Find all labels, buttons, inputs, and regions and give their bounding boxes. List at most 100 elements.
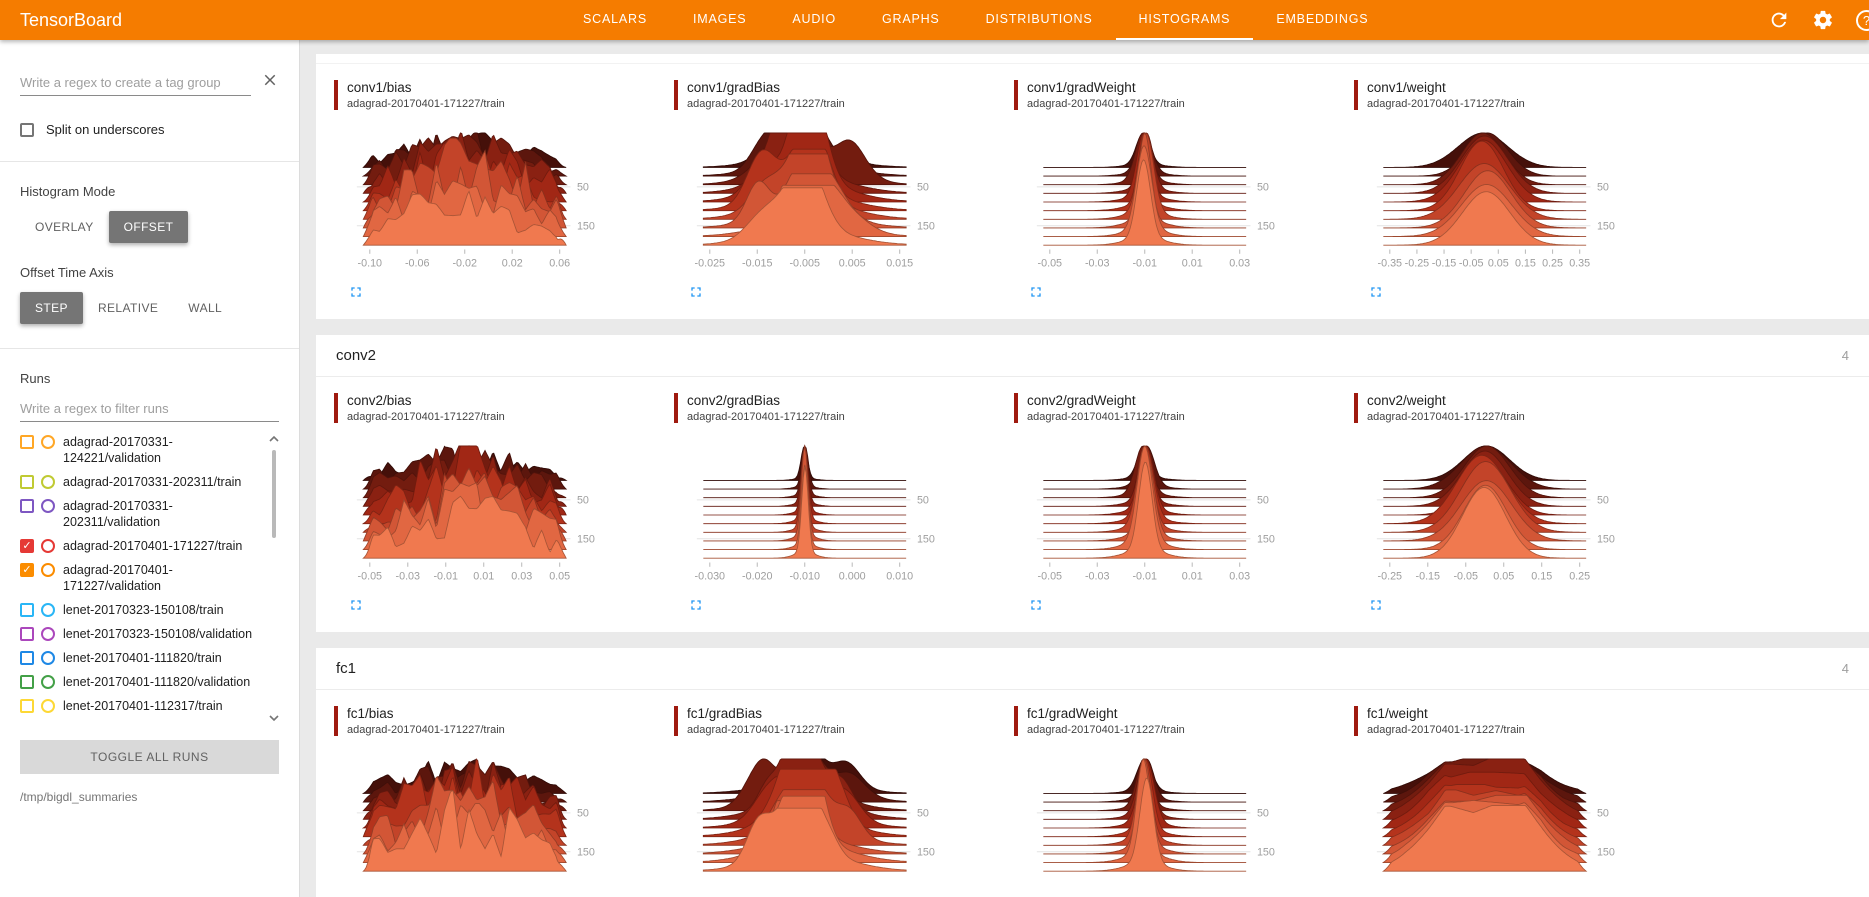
- run-color-radio[interactable]: [41, 651, 55, 665]
- expand-icon[interactable]: [688, 287, 704, 304]
- run-row[interactable]: lenet-20170401-111820/train: [20, 646, 261, 670]
- tab-embeddings[interactable]: EMBEDDINGS: [1276, 12, 1369, 26]
- run-checkbox[interactable]: ✓: [20, 539, 34, 553]
- x-tick-label: -0.05: [1038, 258, 1063, 270]
- run-checkbox[interactable]: [20, 627, 34, 641]
- card-title: conv1/gradBias: [687, 80, 781, 95]
- y-tick-label: 150: [577, 534, 595, 546]
- run-checkbox[interactable]: [20, 651, 34, 665]
- page-layout: Split on underscores Histogram Mode OVER…: [0, 40, 1869, 897]
- section-header[interactable]: fc1 4: [316, 648, 1869, 690]
- axis-relative-button[interactable]: RELATIVE: [83, 292, 173, 324]
- run-row[interactable]: lenet-20170323-150108/train: [20, 598, 261, 622]
- run-color-radio[interactable]: [41, 435, 55, 449]
- run-color-radio[interactable]: [41, 603, 55, 617]
- mode-overlay-button[interactable]: OVERLAY: [20, 211, 109, 243]
- offset-axis-label: Offset Time Axis: [20, 265, 114, 280]
- histogram-chart: 50 150: [696, 758, 935, 872]
- run-checkbox[interactable]: [20, 603, 34, 617]
- y-tick-label: 150: [917, 221, 935, 233]
- histogram-card: fc1/bias adagrad-20170401-171227/train 50 1…: [322, 702, 662, 897]
- card-header: conv2/gradWeight adagrad-20170401-171227/…: [1014, 393, 1334, 423]
- run-checkbox[interactable]: [20, 675, 34, 689]
- run-row[interactable]: ✓ adagrad-20170401-171227/validation: [20, 558, 261, 598]
- cards-row: fc1/bias adagrad-20170401-171227/train 50 1…: [316, 690, 1869, 897]
- section-title: conv2: [336, 347, 377, 364]
- expand-icon[interactable]: [688, 600, 704, 617]
- offset-axis-buttons: STEP RELATIVE WALL: [20, 292, 279, 324]
- runs-filter-input[interactable]: [20, 396, 279, 422]
- x-tick-label: -0.03: [1085, 258, 1110, 270]
- x-tick-label: 0.01: [1182, 258, 1203, 270]
- section-fc1: fc1 4 fc1/bias adagrad-20170401-171227/trai…: [316, 648, 1869, 897]
- run-row[interactable]: lenet-20170401-112317/train: [20, 694, 261, 718]
- clear-icon[interactable]: [261, 71, 279, 96]
- y-tick-label: 150: [1257, 847, 1275, 859]
- run-row[interactable]: ✓ adagrad-20170401-171227/train: [20, 534, 261, 558]
- mode-offset-button[interactable]: OFFSET: [108, 211, 189, 243]
- run-checkbox[interactable]: [20, 499, 34, 513]
- run-color-radio[interactable]: [41, 499, 55, 513]
- x-tick-label: 0.05: [549, 571, 570, 583]
- scroll-down-icon[interactable]: [267, 711, 279, 730]
- split-underscores-checkbox[interactable]: Split on underscores: [20, 122, 279, 137]
- y-tick-label: 150: [917, 534, 935, 546]
- app-header: TensorBoard SCALARS IMAGES AUDIO GRAPHS DIST…: [0, 0, 1869, 40]
- axis-wall-button[interactable]: WALL: [173, 292, 237, 324]
- y-tick-label: 50: [917, 808, 929, 820]
- run-color-radio[interactable]: [41, 475, 55, 489]
- card-accent-bar: [1014, 706, 1018, 736]
- expand-icon[interactable]: [348, 287, 364, 304]
- run-checkbox[interactable]: [20, 699, 34, 713]
- histogram-card: conv1/gradBias adagrad-20170401-171227/tr…: [662, 76, 1002, 305]
- run-label: lenet-20170401-112317/train: [63, 699, 223, 713]
- toggle-all-runs-button[interactable]: TOGGLE ALL RUNS: [20, 740, 279, 774]
- expand-icon[interactable]: [348, 600, 364, 617]
- run-checkbox[interactable]: ✓: [20, 563, 34, 577]
- card-run-name: adagrad-20170401-171227/train: [1027, 411, 1185, 423]
- scroll-up-icon[interactable]: [267, 432, 279, 451]
- x-tick-label: -0.35: [1378, 258, 1403, 270]
- run-color-radio[interactable]: [41, 539, 55, 553]
- runs-scrollbar[interactable]: [272, 450, 276, 538]
- tab-images[interactable]: IMAGES: [692, 12, 747, 26]
- tab-histograms[interactable]: HISTOGRAMS: [1115, 0, 1254, 40]
- card-header: conv1/gradWeight adagrad-20170401-171227/…: [1014, 80, 1334, 110]
- runs-list: adagrad-20170331-124221/validation adagra…: [20, 430, 279, 732]
- run-color-radio[interactable]: [41, 563, 55, 577]
- settings-icon[interactable]: [1812, 9, 1834, 31]
- expand-icon[interactable]: [1368, 600, 1384, 617]
- expand-icon[interactable]: [1368, 287, 1384, 304]
- run-row[interactable]: lenet-20170323-150108/validation: [20, 622, 261, 646]
- card-header: conv1/weight adagrad-20170401-171227/trai…: [1354, 80, 1674, 110]
- refresh-icon[interactable]: [1768, 9, 1790, 31]
- card-title: fc1/gradBias: [687, 706, 763, 721]
- run-row[interactable]: lenet-20170401-111820/validation: [20, 670, 261, 694]
- run-label: adagrad-20170401-171227/validation: [63, 563, 173, 593]
- tab-audio[interactable]: AUDIO: [792, 12, 836, 26]
- run-color-radio[interactable]: [41, 675, 55, 689]
- card-title: fc1/gradWeight: [1027, 706, 1118, 721]
- run-row[interactable]: adagrad-20170331-202311/validation: [20, 494, 261, 534]
- expand-icon[interactable]: [1028, 287, 1044, 304]
- x-tick-label: -0.15: [1432, 258, 1457, 270]
- section-header: [316, 54, 1869, 64]
- axis-step-button[interactable]: STEP: [20, 292, 83, 324]
- run-row[interactable]: adagrad-20170331-202311/train: [20, 470, 261, 494]
- run-color-radio[interactable]: [41, 699, 55, 713]
- run-color-radio[interactable]: [41, 627, 55, 641]
- histogram-chart: 50 150 -0.10 -0.06 -0.02 0.02 0.06: [356, 132, 595, 270]
- run-checkbox[interactable]: [20, 435, 34, 449]
- x-tick-label: -0.05: [1459, 258, 1484, 270]
- tab-distributions[interactable]: DISTRIBUTIONS: [985, 12, 1093, 26]
- section-header[interactable]: conv2 4: [316, 335, 1869, 377]
- tab-scalars[interactable]: SCALARS: [583, 12, 647, 26]
- run-row[interactable]: adagrad-20170331-124221/validation: [20, 430, 261, 470]
- help-icon[interactable]: ?: [1856, 9, 1869, 31]
- histogram-chart: 50 150: [1036, 758, 1275, 872]
- expand-icon[interactable]: [1028, 600, 1044, 617]
- run-checkbox[interactable]: [20, 475, 34, 489]
- tab-graphs[interactable]: GRAPHS: [881, 12, 940, 26]
- tag-filter-input[interactable]: [20, 70, 251, 96]
- card-header: conv2/bias adagrad-20170401-171227/train: [334, 393, 654, 423]
